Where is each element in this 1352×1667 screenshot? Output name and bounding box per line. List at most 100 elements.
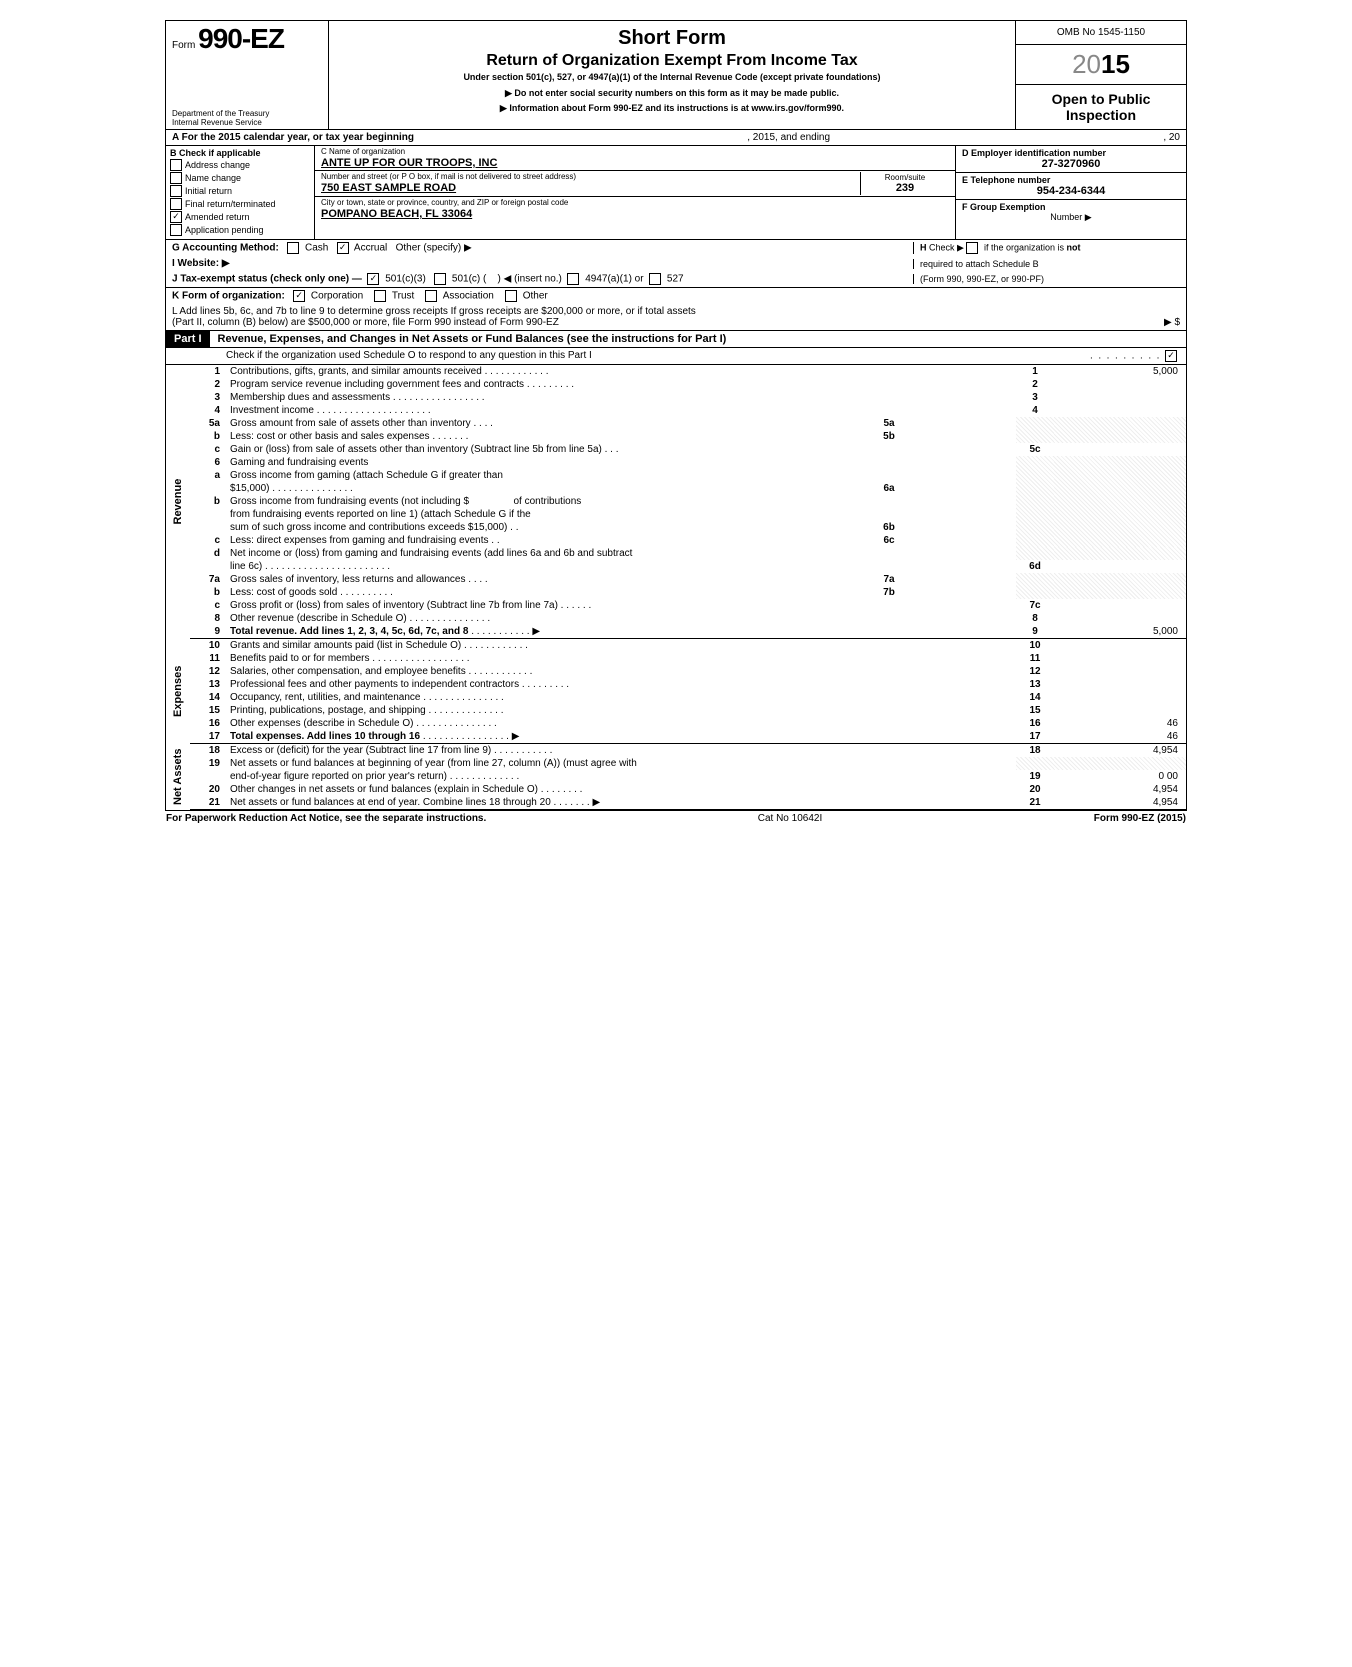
d-group-number: Number ▶ <box>962 212 1180 223</box>
chk-other[interactable] <box>505 290 517 302</box>
l20-num: 20 <box>190 783 226 796</box>
l5b-desc: Less: cost or other basis and sales expe… <box>230 431 430 442</box>
chk-corp[interactable]: ✓ <box>293 290 305 302</box>
l6-desc: Gaming and fundraising events <box>226 456 1016 469</box>
chk-501c3[interactable]: ✓ <box>367 273 379 285</box>
l21-desc: Net assets or fund balances at end of ye… <box>230 797 551 808</box>
l5c-val <box>1054 443 1186 456</box>
chk-cash[interactable] <box>287 242 299 254</box>
form-label: Form <box>172 40 195 51</box>
l7c-desc: Gross profit or (loss) from sales of inv… <box>230 600 558 611</box>
l14-box: 14 <box>1016 691 1054 704</box>
info-about: ▶ Information about Form 990-EZ and its … <box>337 103 1007 114</box>
dept-line1: Department of the Treasury <box>172 109 269 118</box>
l6d-num: d <box>190 547 226 560</box>
l2-box: 2 <box>1016 378 1054 391</box>
chk-accrual[interactable]: ✓ <box>337 242 349 254</box>
l21-box: 21 <box>1016 796 1054 810</box>
l7c-box: 7c <box>1016 599 1054 612</box>
i-label: I Website: ▶ <box>172 258 230 269</box>
b-item-5: Application pending <box>185 225 264 235</box>
l6a-desc1: Gross income from gaming (attach Schedul… <box>226 469 1016 482</box>
l2-val <box>1054 378 1186 391</box>
c-addr-value: 750 EAST SAMPLE ROAD <box>321 182 860 194</box>
side-netassets: Net Assets <box>166 744 190 810</box>
l6-num: 6 <box>190 456 226 469</box>
l10-box: 10 <box>1016 639 1054 653</box>
l11-box: 11 <box>1016 652 1054 665</box>
b-item-1: Name change <box>185 173 241 183</box>
l7a-num: 7a <box>190 573 226 586</box>
part1-subtitle-row: Check if the organization used Schedule … <box>166 348 1186 365</box>
section-bcd: B Check if applicable Address change Nam… <box>166 146 1186 240</box>
l1-val: 5,000 <box>1054 365 1186 378</box>
l4-box: 4 <box>1016 404 1054 417</box>
chk-pending[interactable] <box>170 224 182 236</box>
chk-initial[interactable] <box>170 185 182 197</box>
k-trust: Trust <box>392 291 414 302</box>
l1-num: 1 <box>190 365 226 378</box>
chk-final[interactable] <box>170 198 182 210</box>
chk-h[interactable] <box>966 242 978 254</box>
chk-assoc[interactable] <box>425 290 437 302</box>
chk-name[interactable] <box>170 172 182 184</box>
l6b-desc2: from fundraising events reported on line… <box>226 508 1016 521</box>
chk-address[interactable] <box>170 159 182 171</box>
chk-4947[interactable] <box>567 273 579 285</box>
l7b-desc: Less: cost of goods sold <box>230 587 337 598</box>
l7c-num: c <box>190 599 226 612</box>
do-not-enter: ▶ Do not enter social security numbers o… <box>337 88 1007 99</box>
l9-val: 5,000 <box>1054 625 1186 639</box>
l16-num: 16 <box>190 717 226 730</box>
l17-box: 17 <box>1016 730 1054 744</box>
l9-box: 9 <box>1016 625 1054 639</box>
l6b-sub: 6b <box>870 521 908 534</box>
d-group-label: F Group Exemption <box>962 202 1180 212</box>
k-assoc: Association <box>443 291 494 302</box>
row-k: K Form of organization: ✓ Corporation Tr… <box>166 288 1186 304</box>
chk-trust[interactable] <box>374 290 386 302</box>
g-accrual: Accrual <box>354 243 387 254</box>
l12-num: 12 <box>190 665 226 678</box>
l1-box: 1 <box>1016 365 1054 378</box>
b-label: B Check if applicable <box>170 148 310 158</box>
l7a-desc: Gross sales of inventory, less returns a… <box>230 574 465 585</box>
l17-num: 17 <box>190 730 226 744</box>
b-item-3: Final return/terminated <box>185 199 276 209</box>
l15-num: 15 <box>190 704 226 717</box>
l13-box: 13 <box>1016 678 1054 691</box>
d-tel-value: 954-234-6344 <box>962 185 1180 197</box>
l21-val: 4,954 <box>1054 796 1186 810</box>
chk-amended[interactable]: ✓ <box>170 211 182 223</box>
l5c-desc: Gain or (loss) from sale of assets other… <box>230 444 602 455</box>
d-ein-value: 27-3270960 <box>962 158 1180 170</box>
short-form-title: Short Form <box>337 27 1007 50</box>
g-other: Other (specify) ▶ <box>396 243 472 254</box>
year-suffix: 15 <box>1101 49 1130 79</box>
footer-right: Form 990-EZ (2015) <box>1094 813 1186 824</box>
l15-desc: Printing, publications, postage, and shi… <box>230 705 426 716</box>
k-label: K Form of organization: <box>172 291 285 302</box>
chk-part1-scho[interactable]: ✓ <box>1165 350 1177 362</box>
l8-val <box>1054 612 1186 625</box>
l5a-num: 5a <box>190 417 226 430</box>
dept-treasury: Department of the Treasury Internal Reve… <box>172 109 269 127</box>
l10-desc: Grants and similar amounts paid (list in… <box>230 640 461 651</box>
open-public-1: Open to Public <box>1018 91 1184 107</box>
under-section: Under section 501(c), 527, or 4947(a)(1)… <box>337 72 1007 82</box>
footer-left: For Paperwork Reduction Act Notice, see … <box>166 813 486 824</box>
b-item-0: Address change <box>185 160 250 170</box>
chk-501c[interactable] <box>434 273 446 285</box>
row-a-left: A For the 2015 calendar year, or tax yea… <box>172 132 414 143</box>
part1-label: Part I <box>166 331 210 347</box>
j-527: 527 <box>667 274 684 285</box>
header-right: OMB No 1545-1150 2015 Open to Public Ins… <box>1015 21 1186 129</box>
row-j: J Tax-exempt status (check only one) — ✓… <box>166 271 1186 288</box>
l4-val <box>1054 404 1186 417</box>
row-a-right: , 20 <box>1163 132 1180 143</box>
form-number: 990-EZ <box>198 23 284 54</box>
l6d-val <box>1054 560 1186 573</box>
year-box: 2015 <box>1016 45 1186 85</box>
chk-527[interactable] <box>649 273 661 285</box>
open-public: Open to Public Inspection <box>1016 85 1186 129</box>
